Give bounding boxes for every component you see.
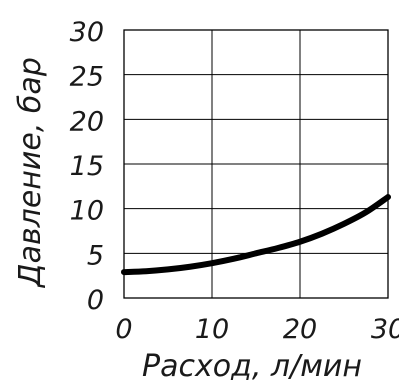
- y-tick-labels: 0 5 10 15 20 25 30: [70, 17, 104, 316]
- y-tick-label-3: 15: [70, 151, 104, 182]
- y-tick-label-6: 30: [70, 17, 104, 48]
- y-tick-label-4: 20: [70, 106, 104, 137]
- x-axis-label: Расход, л/мин: [142, 349, 362, 383]
- x-tick-label-1: 10: [195, 314, 229, 345]
- grid: [123, 29, 389, 299]
- y-tick-label-2: 10: [70, 196, 104, 227]
- x-tick-label-0: 0: [115, 314, 132, 345]
- y-tick-label-0: 0: [87, 285, 104, 316]
- x-tick-label-2: 20: [283, 314, 317, 345]
- y-tick-label-1: 5: [87, 240, 104, 271]
- plot-frame: [123, 29, 389, 299]
- series-line: [121, 194, 391, 276]
- x-tick-labels: 0 10 20 30: [115, 314, 399, 345]
- y-axis-label: Давление, бар: [13, 57, 48, 289]
- x-tick-label-3: 30: [371, 314, 399, 345]
- y-tick-label-5: 25: [70, 62, 104, 93]
